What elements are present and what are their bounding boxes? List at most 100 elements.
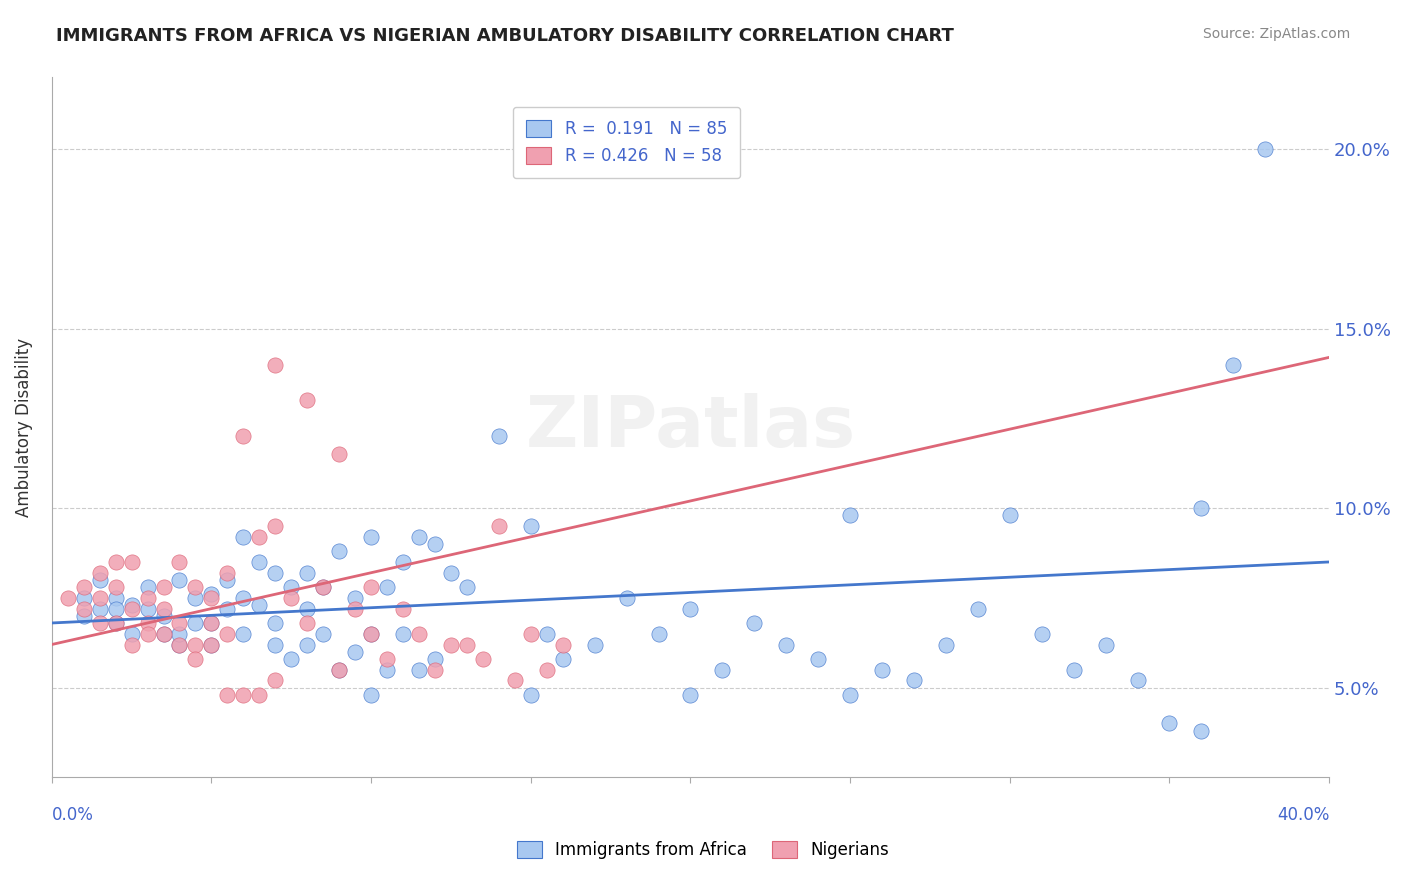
- Point: [217, 573, 239, 587]
- Point: [73, 601, 96, 615]
- Point: [1031, 626, 1053, 640]
- Point: [440, 638, 463, 652]
- Point: [312, 580, 335, 594]
- Point: [711, 663, 734, 677]
- Point: [200, 615, 222, 630]
- Point: [520, 688, 543, 702]
- Point: [104, 591, 127, 605]
- Point: [440, 566, 463, 580]
- Point: [152, 626, 174, 640]
- Point: [328, 663, 350, 677]
- Point: [217, 566, 239, 580]
- Point: [247, 598, 270, 612]
- Point: [56, 591, 79, 605]
- Point: [423, 652, 446, 666]
- Point: [870, 663, 893, 677]
- Point: [104, 615, 127, 630]
- Point: [551, 652, 574, 666]
- Point: [297, 601, 319, 615]
- Point: [280, 580, 302, 594]
- Point: [89, 615, 111, 630]
- Point: [839, 508, 862, 523]
- Point: [551, 638, 574, 652]
- Point: [264, 358, 287, 372]
- Point: [232, 530, 254, 544]
- Point: [456, 638, 478, 652]
- Point: [169, 638, 191, 652]
- Point: [583, 638, 606, 652]
- Point: [328, 663, 350, 677]
- Point: [536, 626, 558, 640]
- Point: [136, 591, 159, 605]
- Point: [503, 673, 526, 688]
- Point: [280, 591, 302, 605]
- Point: [232, 688, 254, 702]
- Point: [408, 626, 430, 640]
- Y-axis label: Ambulatory Disability: Ambulatory Disability: [15, 338, 32, 517]
- Point: [152, 626, 174, 640]
- Point: [121, 626, 143, 640]
- Point: [121, 638, 143, 652]
- Point: [360, 580, 382, 594]
- Point: [360, 530, 382, 544]
- Point: [200, 638, 222, 652]
- Point: [392, 626, 415, 640]
- Point: [647, 626, 669, 640]
- Point: [520, 519, 543, 533]
- Point: [742, 615, 765, 630]
- Point: [360, 626, 382, 640]
- Text: ZIPatlas: ZIPatlas: [526, 392, 855, 462]
- Point: [152, 608, 174, 623]
- Point: [232, 626, 254, 640]
- Point: [360, 626, 382, 640]
- Point: [679, 688, 702, 702]
- Point: [232, 429, 254, 443]
- Point: [169, 638, 191, 652]
- Point: [264, 615, 287, 630]
- Point: [328, 544, 350, 558]
- Point: [136, 626, 159, 640]
- Point: [1189, 501, 1212, 516]
- Point: [312, 580, 335, 594]
- Point: [344, 591, 367, 605]
- Point: [136, 615, 159, 630]
- Point: [297, 393, 319, 408]
- Point: [104, 615, 127, 630]
- Point: [184, 638, 207, 652]
- Point: [169, 573, 191, 587]
- Point: [73, 580, 96, 594]
- Point: [998, 508, 1021, 523]
- Point: [264, 638, 287, 652]
- Point: [264, 566, 287, 580]
- Point: [200, 615, 222, 630]
- Point: [775, 638, 797, 652]
- Point: [217, 626, 239, 640]
- Point: [264, 519, 287, 533]
- Point: [328, 447, 350, 461]
- Point: [184, 615, 207, 630]
- Point: [136, 601, 159, 615]
- Point: [375, 652, 398, 666]
- Point: [104, 601, 127, 615]
- Point: [488, 429, 510, 443]
- Point: [392, 555, 415, 569]
- Point: [200, 587, 222, 601]
- Point: [89, 601, 111, 615]
- Point: [392, 601, 415, 615]
- Point: [344, 601, 367, 615]
- Point: [280, 652, 302, 666]
- Point: [136, 580, 159, 594]
- Point: [1126, 673, 1149, 688]
- Point: [1222, 358, 1244, 372]
- Point: [184, 591, 207, 605]
- Point: [344, 645, 367, 659]
- Point: [312, 626, 335, 640]
- Point: [471, 652, 494, 666]
- Point: [935, 638, 957, 652]
- Point: [807, 652, 830, 666]
- Point: [839, 688, 862, 702]
- Point: [169, 615, 191, 630]
- Point: [73, 591, 96, 605]
- Point: [488, 519, 510, 533]
- Point: [169, 626, 191, 640]
